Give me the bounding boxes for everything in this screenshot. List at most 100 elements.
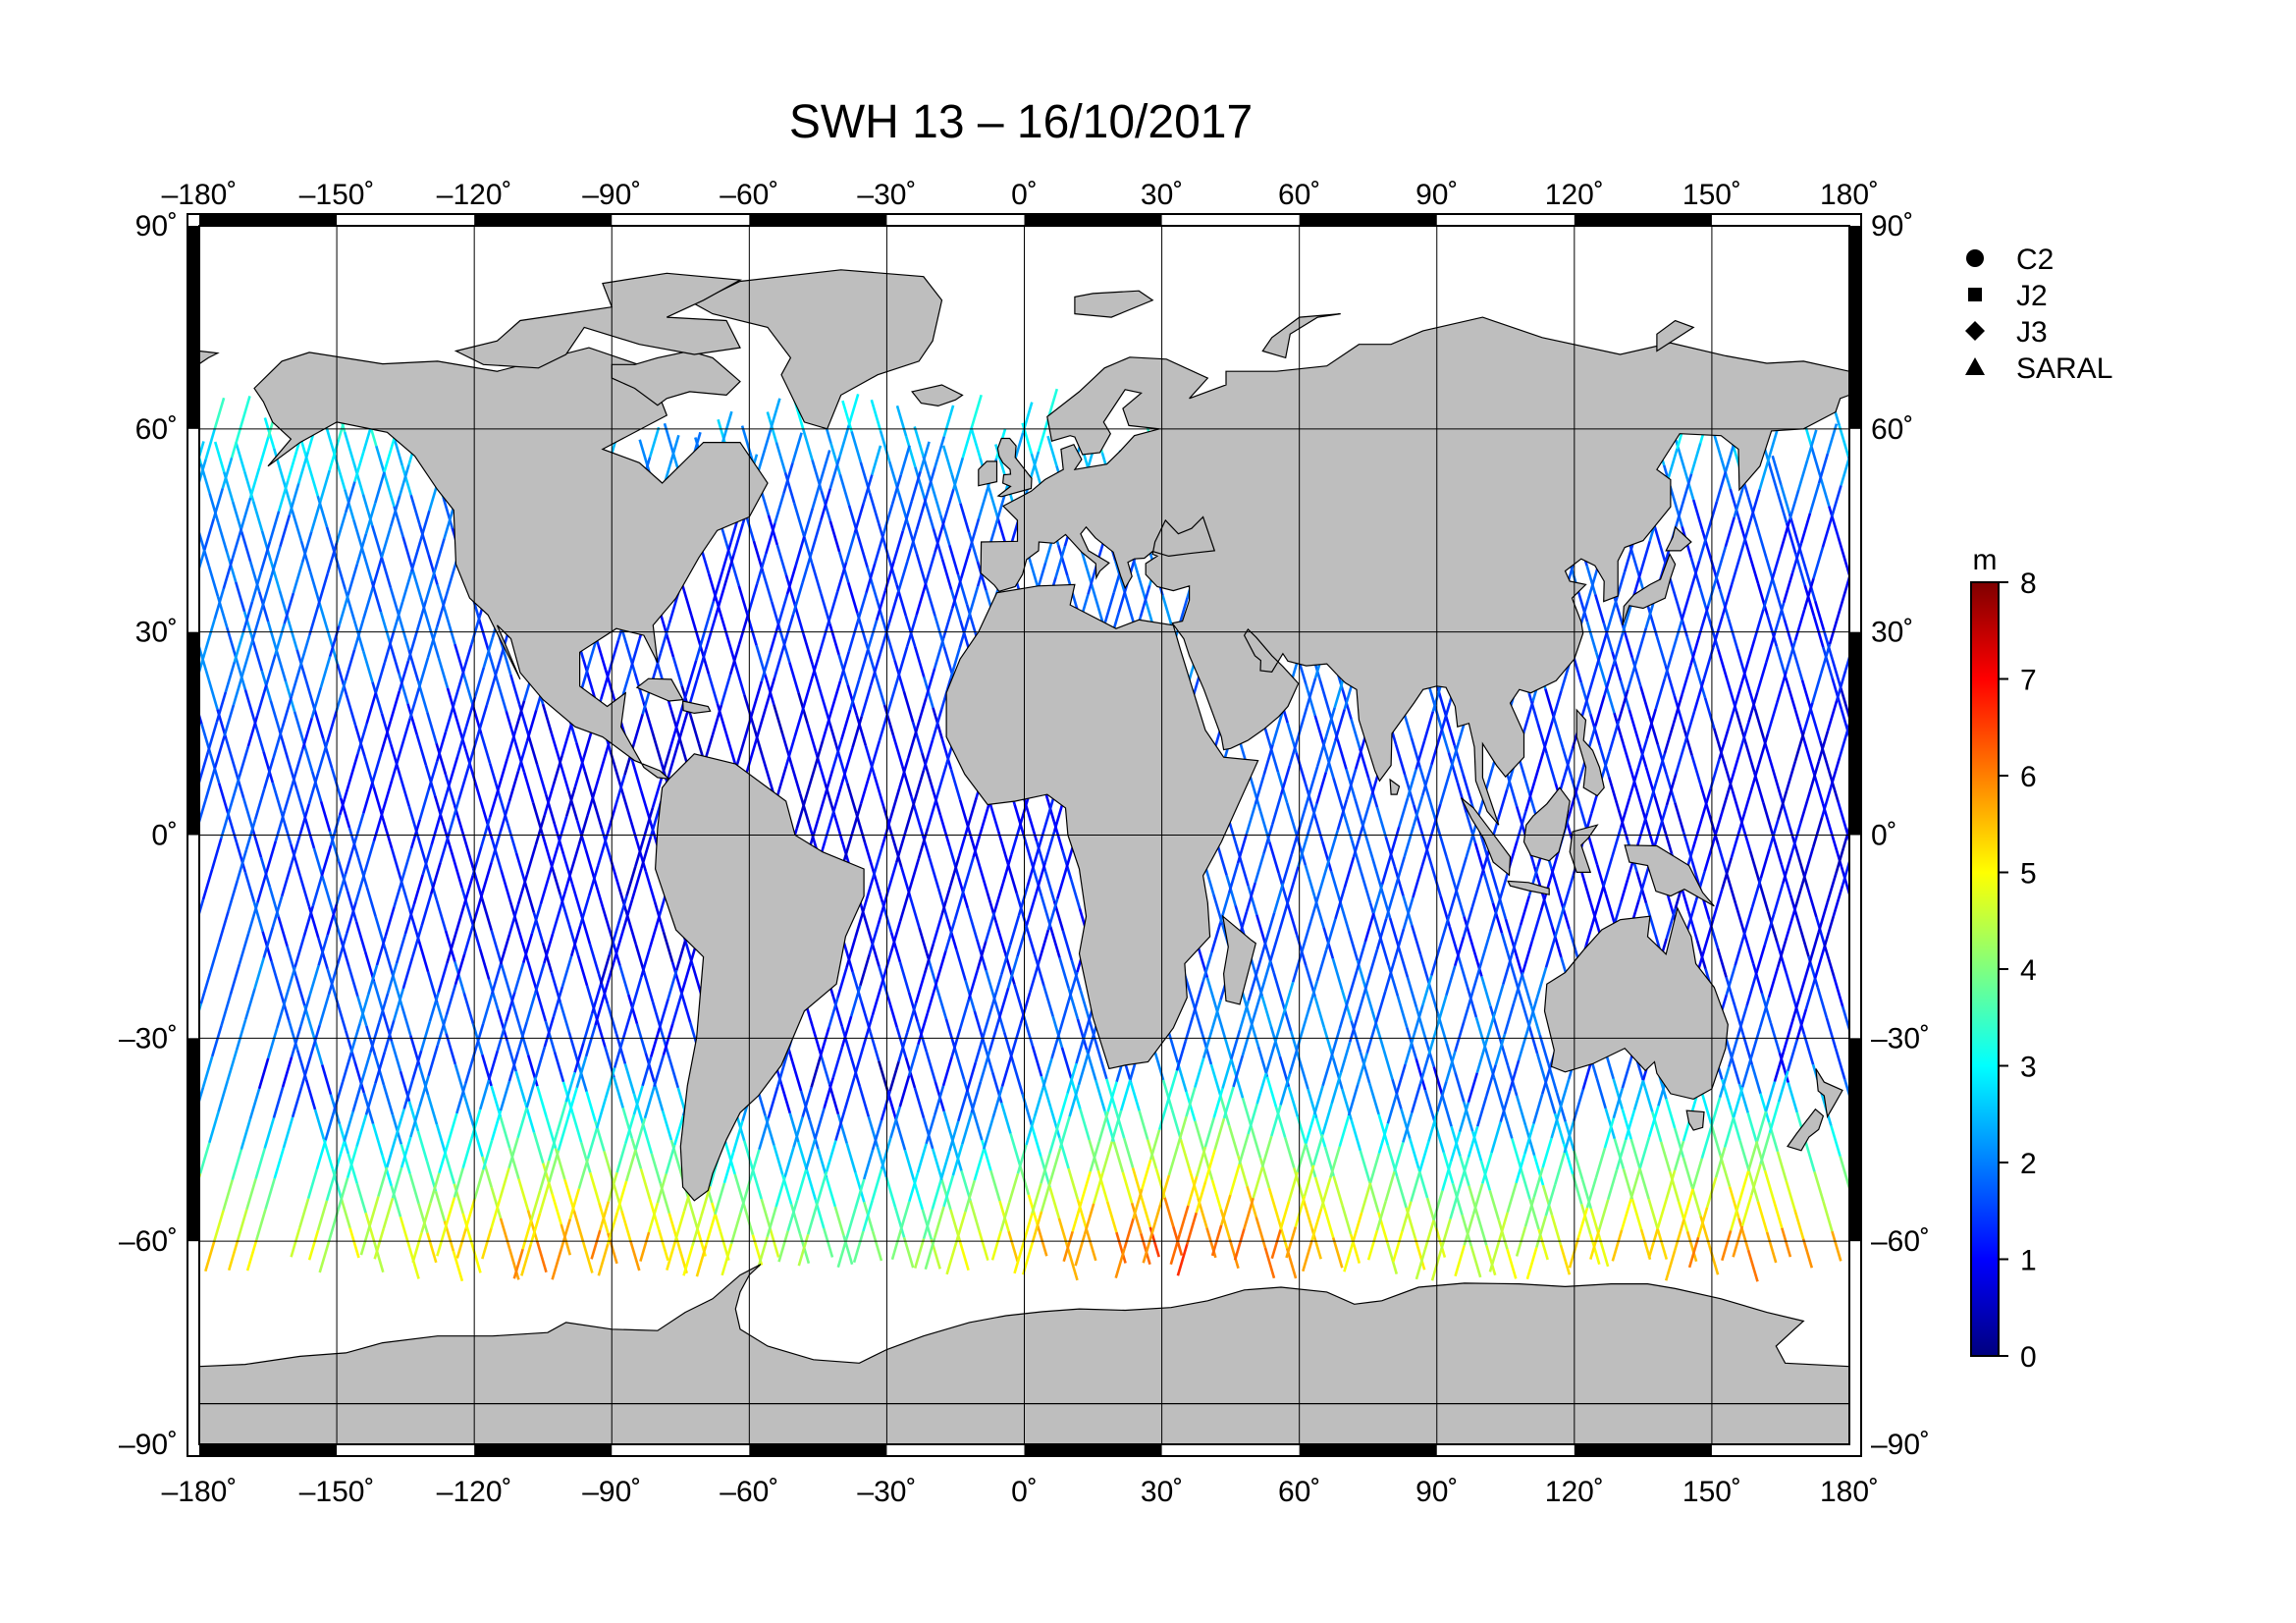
track-segment xyxy=(1946,1168,1954,1199)
track-segment xyxy=(925,1051,936,1082)
track-segment xyxy=(857,649,870,680)
lat-tick-label: 30˚ xyxy=(1871,617,1913,649)
track-segment xyxy=(1552,718,1565,748)
track-segment xyxy=(977,860,988,893)
track-segment xyxy=(1709,559,1722,590)
track-segment xyxy=(1489,900,1501,932)
track-segment xyxy=(42,984,51,1014)
track-segment xyxy=(635,840,648,872)
track-segment xyxy=(934,436,946,468)
track-segment xyxy=(252,720,265,752)
track-segment xyxy=(1025,893,1038,926)
track-segment xyxy=(804,1138,817,1170)
track-segment xyxy=(840,1015,853,1048)
track-segment xyxy=(1060,1047,1073,1079)
track-segment xyxy=(290,1026,302,1057)
track-segment xyxy=(665,1144,676,1174)
track-segment xyxy=(1708,1245,1720,1275)
lon-tick-label: 150˚ xyxy=(1682,179,1741,211)
track-segment xyxy=(229,777,240,808)
track-segment xyxy=(573,1042,585,1073)
track-segment xyxy=(721,1243,733,1276)
track-segment xyxy=(448,755,459,786)
track-segment xyxy=(383,631,396,664)
track-segment xyxy=(1654,678,1666,710)
track-segment xyxy=(916,1143,928,1173)
track-segment xyxy=(850,431,863,463)
track-segment xyxy=(1489,1005,1501,1037)
track-segment xyxy=(525,1076,538,1109)
track-segment xyxy=(1238,856,1250,887)
track-segment xyxy=(464,1199,476,1229)
track-segment xyxy=(1412,794,1424,827)
track-segment xyxy=(319,469,331,502)
track-segment xyxy=(1179,1138,1191,1169)
track-segment xyxy=(877,893,889,925)
track-segment xyxy=(794,536,806,567)
track-segment xyxy=(317,934,329,966)
track-segment xyxy=(1718,729,1730,760)
track-segment xyxy=(1366,948,1379,981)
track-segment xyxy=(572,1210,585,1243)
track-segment xyxy=(336,663,348,696)
track-segment xyxy=(924,1237,936,1271)
track-segment xyxy=(41,744,51,776)
legend-label: J2 xyxy=(2016,280,2048,312)
track-segment xyxy=(240,1118,252,1151)
track-segment xyxy=(1310,1208,1323,1241)
track-segment xyxy=(1279,1200,1291,1230)
border-segment xyxy=(1024,1444,1162,1456)
track-segment xyxy=(1033,1087,1045,1117)
track-segment xyxy=(1733,487,1744,518)
track-segment xyxy=(253,957,265,990)
track-segment xyxy=(855,715,868,746)
track-segment xyxy=(2107,1148,2115,1177)
track-segment xyxy=(1910,479,1919,509)
track-segment xyxy=(233,631,245,663)
track-segment xyxy=(529,1213,542,1245)
land-polygon xyxy=(654,753,865,1202)
track-segment xyxy=(1260,1135,1273,1168)
track-segment xyxy=(569,925,582,957)
track-segment xyxy=(2045,687,2054,717)
track-segment xyxy=(845,1208,857,1239)
track-segment xyxy=(662,931,674,963)
track-segment xyxy=(320,844,333,877)
track-segment xyxy=(729,1212,742,1245)
track-segment xyxy=(115,423,124,454)
track-segment xyxy=(1944,1036,1952,1065)
track-segment xyxy=(881,817,892,848)
track-segment xyxy=(576,1061,588,1093)
track-segment xyxy=(265,840,278,873)
track-segment xyxy=(1260,996,1273,1027)
track-segment xyxy=(1907,540,1916,569)
track-segment xyxy=(1781,1227,1792,1258)
track-segment xyxy=(1532,1166,1544,1198)
track-segment xyxy=(107,953,116,984)
track-segment xyxy=(283,592,295,624)
track-segment xyxy=(302,905,315,938)
track-segment xyxy=(390,1041,402,1072)
track-segment xyxy=(1375,1201,1387,1231)
track-segment xyxy=(1879,993,1888,1024)
track-segment xyxy=(907,1044,920,1076)
track-segment xyxy=(564,1071,576,1103)
track-segment xyxy=(125,460,134,492)
track-segment xyxy=(1349,1233,1362,1264)
track-segment xyxy=(1425,1197,1438,1228)
track-segment xyxy=(462,992,475,1025)
track-segment xyxy=(1785,760,1797,791)
track-segment xyxy=(831,996,844,1027)
track-segment xyxy=(1554,1152,1566,1185)
track-segment xyxy=(649,916,661,947)
track-segment xyxy=(1897,1055,1906,1087)
track-segment xyxy=(669,709,681,739)
track-segment xyxy=(1511,1138,1522,1169)
track-segment xyxy=(1838,727,1849,758)
track-segment xyxy=(213,588,225,621)
track-segment xyxy=(1347,1084,1360,1116)
track-segment xyxy=(1654,753,1667,784)
track-segment xyxy=(1439,772,1451,805)
track-segment xyxy=(1844,653,1849,671)
